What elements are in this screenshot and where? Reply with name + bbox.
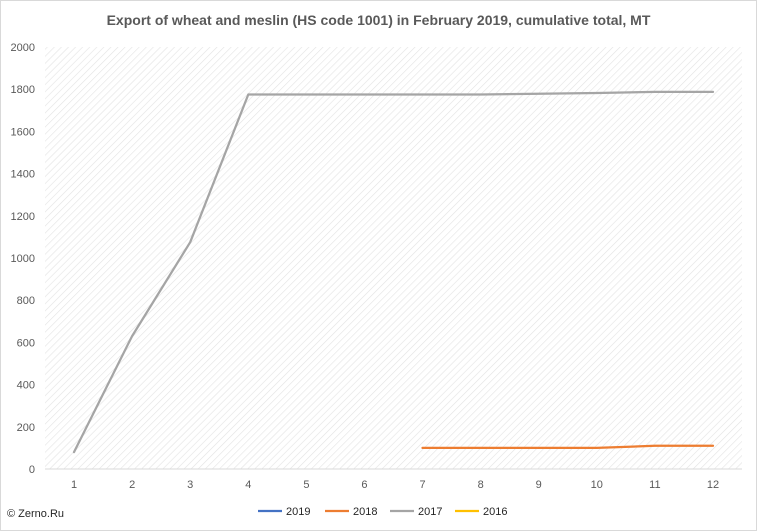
y-tick-label: 1200	[11, 211, 35, 223]
y-tick-label: 600	[17, 337, 35, 349]
legend-label-2016: 2016	[483, 506, 507, 518]
series-line-2017	[72, 90, 715, 454]
legend-label-2017: 2017	[418, 506, 442, 518]
y-tick-label: 400	[17, 380, 35, 392]
y-tick-label: 1800	[11, 84, 35, 96]
x-tick-label: 11	[649, 479, 660, 491]
series-line-2018	[421, 444, 715, 450]
x-tick-label: 8	[478, 479, 484, 491]
x-tick-label: 4	[245, 479, 251, 491]
y-tick-label: 2000	[11, 42, 35, 54]
x-tick-label: 2	[129, 479, 135, 491]
legend: 2019 2018 2017 2016	[258, 506, 507, 518]
y-tick-label: 1600	[11, 126, 35, 138]
x-tick-label: 1	[71, 479, 77, 491]
x-tick-label: 5	[303, 479, 309, 491]
y-tick-label: 1400	[11, 169, 35, 181]
source-label: © Zerno.Ru	[7, 508, 65, 520]
legend-label-2019: 2019	[286, 506, 310, 518]
y-tick-label: 0	[29, 464, 35, 476]
x-tick-label: 6	[361, 479, 367, 491]
x-tick-label: 7	[419, 479, 425, 491]
y-tick-label: 200	[17, 422, 35, 434]
y-axis: 0 200 400 600 800 1000 1200 1400 1600 1800 2000	[11, 42, 35, 476]
legend-label-2018: 2018	[353, 506, 377, 518]
x-axis: 1 2 3 4 5 6 7 8 9 10 11 12	[45, 468, 742, 491]
chart-title: Export of wheat and meslin (HS code 1001…	[106, 12, 651, 28]
plot-area	[45, 47, 742, 469]
y-tick-label: 1000	[11, 253, 35, 265]
series-lines	[72, 90, 715, 454]
x-tick-label: 9	[536, 479, 542, 491]
y-tick-label: 800	[17, 295, 35, 307]
x-tick-label: 10	[591, 479, 603, 491]
x-tick-label: 12	[707, 479, 719, 491]
x-tick-label: 3	[187, 479, 193, 491]
